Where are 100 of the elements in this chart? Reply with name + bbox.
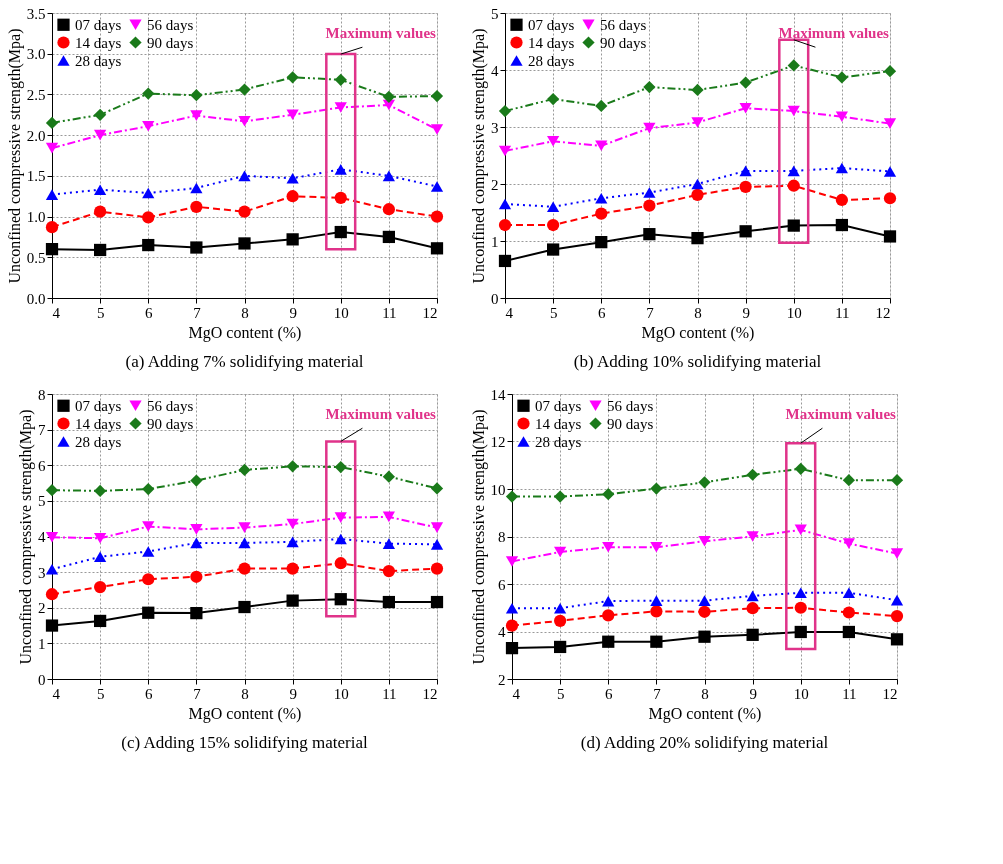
x-tick-label: 11	[382, 685, 397, 702]
x-tick-label: 12	[882, 685, 898, 702]
point	[691, 117, 704, 128]
x-tick-label: 9	[289, 685, 297, 702]
point	[45, 588, 59, 601]
point	[430, 89, 444, 103]
point	[883, 192, 897, 205]
legend-label: 56 days	[607, 397, 654, 414]
x-tick-label: 6	[605, 685, 613, 702]
point	[190, 241, 203, 254]
point	[190, 606, 203, 620]
point	[787, 105, 800, 117]
y-tick-label: 3	[38, 564, 46, 581]
point	[142, 238, 155, 252]
point	[334, 164, 347, 175]
point	[190, 182, 203, 194]
point	[142, 187, 155, 199]
point	[794, 587, 807, 599]
point	[498, 104, 512, 118]
y-tick-label: 2	[491, 176, 499, 193]
point	[382, 470, 395, 483]
legend-label: 56 days	[600, 16, 647, 33]
legend-label: 90 days	[147, 34, 194, 51]
point	[746, 628, 759, 641]
point	[286, 518, 299, 530]
point	[286, 594, 299, 607]
legend-label: 14 days	[535, 415, 582, 432]
point	[430, 210, 444, 223]
y-tick-label: 0	[491, 290, 499, 307]
point	[505, 619, 519, 632]
x-tick-label: 5	[96, 304, 105, 321]
point	[691, 178, 704, 190]
point	[238, 170, 251, 182]
legend-label: 07 days	[528, 16, 575, 33]
y-tick-label: 1	[491, 233, 499, 250]
point	[842, 538, 855, 549]
legend-label: 90 days	[607, 415, 654, 432]
y-tick-label: 7	[38, 422, 46, 439]
point	[554, 546, 567, 558]
annotation: Maximum values	[785, 405, 897, 422]
point	[334, 533, 347, 545]
point	[238, 116, 251, 127]
point	[382, 203, 395, 216]
legend-label: 07 days	[75, 16, 122, 33]
y-tick-label: 2	[498, 671, 506, 688]
point	[650, 595, 663, 606]
legend-label: 28 days	[535, 433, 582, 450]
point	[190, 89, 203, 102]
x-tick-label: 10	[793, 685, 809, 702]
x-tick-label: 8	[694, 304, 702, 321]
point	[334, 191, 347, 204]
point	[890, 633, 904, 646]
point	[842, 474, 855, 487]
point	[430, 482, 444, 495]
point	[142, 521, 155, 532]
point	[794, 524, 807, 536]
point	[643, 122, 656, 134]
y-axis-title: Unconfined compressive strength(Mpa)	[17, 409, 35, 665]
y-tick-label: 5	[38, 493, 46, 510]
x-tick-label: 8	[241, 304, 249, 321]
legend-label: 90 days	[600, 34, 647, 51]
point	[45, 142, 59, 154]
point	[842, 625, 855, 639]
point	[746, 468, 759, 481]
point	[94, 484, 107, 498]
point	[382, 538, 395, 549]
y-tick-label: 0.5	[26, 249, 46, 266]
y-tick-label: 1.0	[26, 209, 46, 226]
point	[746, 590, 759, 602]
annotation: Maximum values	[778, 24, 890, 41]
x-tick-label: 7	[193, 304, 202, 321]
point	[190, 474, 203, 487]
point	[787, 179, 800, 192]
point	[286, 190, 299, 203]
x-axis-title: MgO content (%)	[188, 323, 302, 342]
point	[547, 201, 560, 213]
point	[334, 593, 347, 606]
point	[286, 233, 299, 246]
point	[595, 140, 608, 152]
legend-label: 28 days	[75, 52, 122, 69]
x-tick-label: 6	[145, 304, 153, 321]
point	[142, 482, 155, 496]
point	[554, 614, 567, 627]
point	[286, 536, 299, 548]
point	[382, 170, 395, 182]
point	[238, 600, 251, 614]
x-tick-label: 9	[742, 304, 750, 321]
point	[430, 124, 444, 135]
y-tick-label: 4	[38, 529, 46, 545]
x-tick-label: 5	[556, 685, 565, 702]
y-tick-label: 6	[498, 576, 506, 593]
point	[547, 92, 560, 106]
point	[650, 635, 663, 648]
point	[602, 541, 615, 553]
point	[286, 173, 299, 184]
y-tick-label: 12	[490, 434, 506, 450]
point	[334, 73, 347, 86]
point	[238, 237, 251, 250]
point	[890, 548, 904, 559]
legend-label: 28 days	[528, 52, 575, 69]
